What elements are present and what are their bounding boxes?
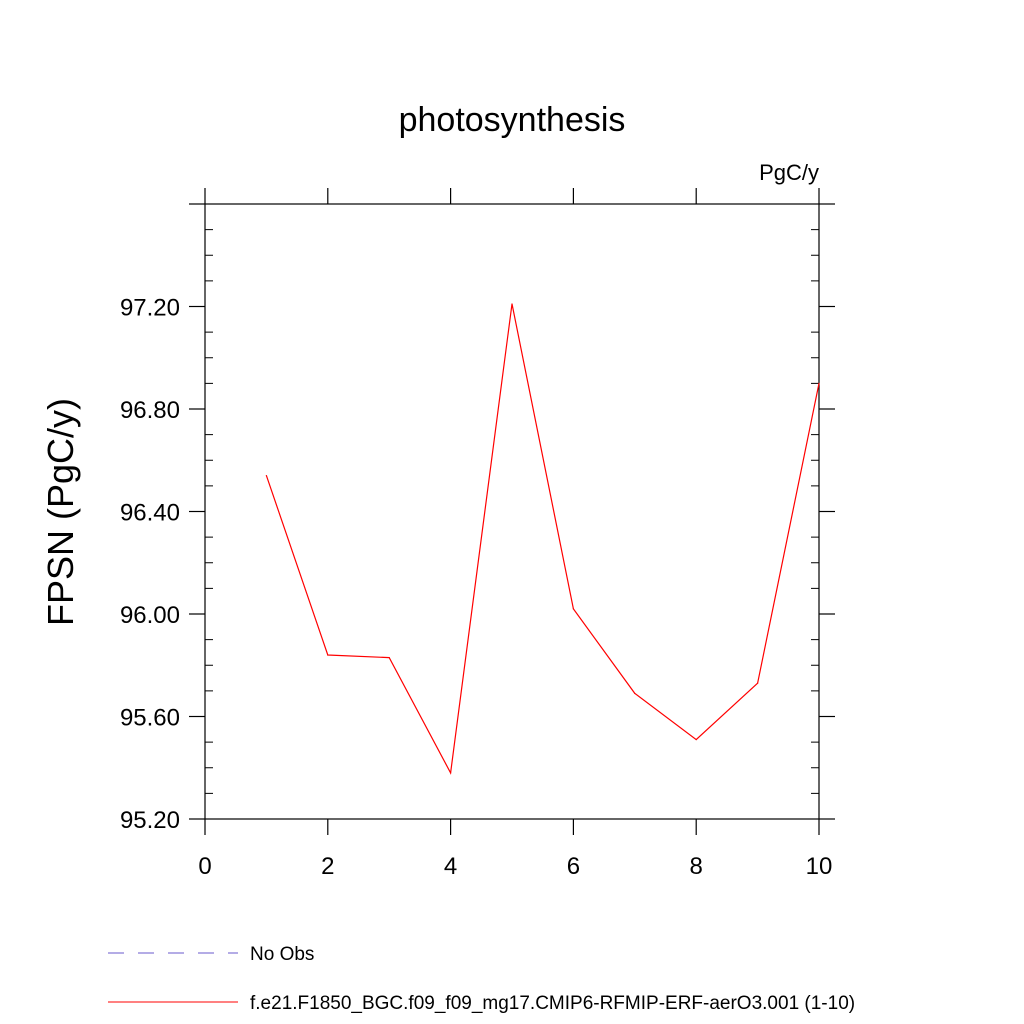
x-tick-label: 6 xyxy=(567,853,580,880)
y-tick-label: 95.60 xyxy=(120,705,180,732)
data-point xyxy=(634,692,636,695)
y-tick-label: 95.20 xyxy=(120,807,180,834)
x-tick-label: 8 xyxy=(690,853,703,880)
series-line xyxy=(265,303,820,775)
x-tick-label: 4 xyxy=(444,853,457,880)
data-point xyxy=(757,682,759,684)
data-point xyxy=(695,738,697,741)
y-tick-label: 96.40 xyxy=(120,500,180,527)
x-tick-label: 2 xyxy=(321,853,334,880)
legend-label: f.e21.F1850_BGC.f09_f09_mg17.CMIP6-RFMIP… xyxy=(250,993,855,1014)
x-tick-label: 0 xyxy=(198,853,211,880)
x-tick-label: 10 xyxy=(806,853,833,880)
data-point xyxy=(511,303,513,305)
data-point xyxy=(388,656,390,659)
y-tick-label: 96.80 xyxy=(120,397,180,424)
y-tick-label: 96.00 xyxy=(120,602,180,629)
data-point xyxy=(818,382,820,384)
y-axis-title: FPSN (PgC/y) xyxy=(40,398,81,626)
data-point xyxy=(572,608,575,610)
y-tick-label: 97.20 xyxy=(120,295,180,322)
axes: 0 2 4 6 8 10 95.20 95.60 96.00 96.40 96.80 97.20 xyxy=(120,188,835,880)
legend-label: No Obs xyxy=(250,944,314,965)
data-point xyxy=(265,475,267,477)
chart-title: photosynthesis xyxy=(399,101,626,139)
plot-frame xyxy=(204,203,820,820)
legend: No Obs f.e21.F1850_BGC.f09_f09_mg17.CMIP6… xyxy=(108,944,855,1014)
data-point xyxy=(327,654,329,656)
units-label: PgC/y xyxy=(759,160,819,185)
data-point xyxy=(450,772,452,774)
series-layer xyxy=(265,303,820,775)
